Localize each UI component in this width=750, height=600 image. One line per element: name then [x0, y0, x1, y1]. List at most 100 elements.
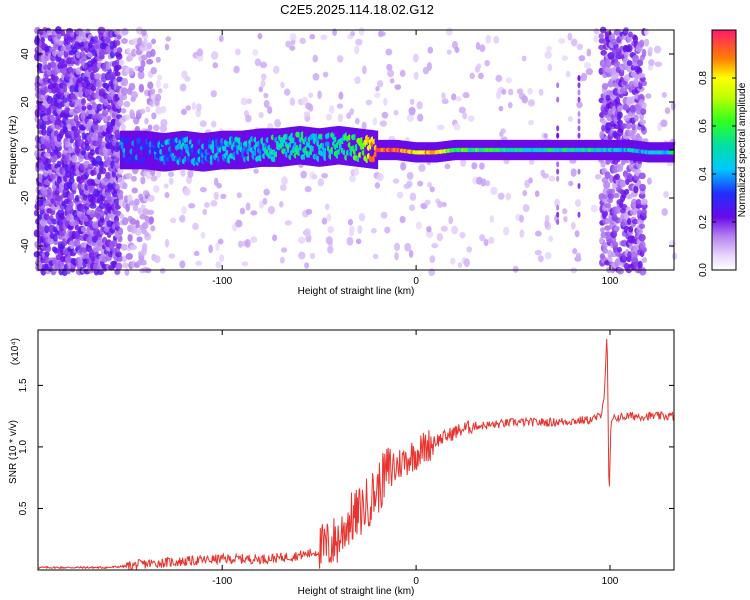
spectrogram-speckle — [512, 265, 519, 273]
spectrogram-speckle — [216, 182, 222, 189]
spectrogram-speckle — [621, 218, 628, 228]
spectrogram-speckle — [125, 172, 133, 180]
spectrogram-speckle — [263, 92, 269, 99]
spectrogram-speckle — [406, 171, 414, 180]
spectrogram-speckle — [623, 114, 631, 122]
snr-panel: -100 0 100 0.5 1.0 1.5 Height of straight li… — [8, 329, 675, 597]
spectrogram-speckle — [396, 191, 404, 199]
spectrogram-speckle — [134, 228, 142, 236]
spectrogram-speckle — [484, 59, 490, 67]
spectrogram-speckle — [462, 92, 470, 99]
spectrogram-speckle — [43, 212, 50, 221]
spectrogram-speckle — [120, 38, 128, 45]
spectrogram-speckle — [106, 104, 112, 110]
spectrogram-speckle — [620, 239, 628, 247]
spectrogram-speckle — [254, 58, 262, 67]
spectrogram-speckle — [67, 192, 75, 201]
spectrogram-speckle — [616, 119, 623, 126]
colorbar-gradient — [712, 30, 736, 270]
spectrogram-speckle — [40, 123, 47, 130]
spectrogram-speckle — [634, 102, 643, 111]
spectrogram-speckle — [56, 151, 62, 159]
spectrogram-speckle — [123, 100, 131, 108]
spectrogram-speckle — [42, 169, 50, 177]
spectrogram-speckle — [308, 92, 314, 99]
spectrogram-speckle — [441, 201, 447, 208]
spectrogram-speckle — [191, 101, 197, 111]
spectrogram-speckle — [586, 48, 592, 57]
spectrogram-speckle — [607, 193, 615, 200]
spectrogram-speckle — [144, 231, 150, 238]
spectrogram-speckle — [64, 140, 72, 148]
spectrogram-speckle — [192, 222, 199, 231]
spectrogram-speckle — [577, 132, 581, 139]
spectrogram-x-tick-label: 100 — [602, 276, 619, 287]
spectrogram-speckle — [68, 147, 75, 153]
spectrogram-speckle — [289, 45, 296, 51]
spectrogram-speckle — [73, 114, 79, 123]
spectrogram-speckle — [455, 96, 462, 102]
spectrogram-speckle — [112, 238, 118, 247]
snr-y-tick-label: 0.5 — [18, 501, 29, 515]
spectrogram-speckle — [62, 124, 68, 133]
spectrogram-speckle — [80, 242, 88, 248]
spectrogram-speckle — [661, 208, 668, 216]
spectrogram-speckle — [544, 51, 552, 59]
spectrogram-speckle — [279, 256, 285, 264]
spectrogram-speckle — [253, 168, 259, 174]
spectrogram-speckle — [519, 214, 524, 223]
spectrogram-speckle — [155, 79, 161, 89]
spectrogram-speckle — [117, 193, 124, 201]
spectrogram-speckle — [505, 77, 512, 84]
spectrogram-speckle — [321, 172, 328, 179]
spectrogram-speckle — [34, 35, 40, 44]
spectrogram-speckle — [556, 168, 560, 175]
spectrogram-speckle — [153, 185, 160, 193]
spectrogram-speckle — [238, 240, 244, 248]
spectrogram-speckle — [95, 79, 103, 89]
spectrogram-speckle — [626, 60, 633, 67]
spectrogram-speckle — [619, 179, 627, 188]
spectrogram-speckle — [577, 183, 581, 189]
spectrogram-speckle — [244, 238, 251, 248]
spectrogram-speckle — [179, 214, 186, 223]
spectrogram-speckle — [71, 154, 78, 164]
spectrogram-speckle — [480, 178, 487, 187]
spectrogram-speckle — [355, 238, 362, 245]
spectrogram-speckle — [602, 187, 608, 196]
colorbar-frame — [711, 29, 737, 271]
spectrogram-speckle — [320, 34, 328, 40]
spectrogram-speckle — [563, 216, 568, 223]
spectrogram-speckle — [41, 128, 47, 136]
spectrogram-speckle — [522, 204, 530, 213]
spectrogram-speckle — [577, 125, 581, 132]
spectrogram-speckle — [147, 124, 153, 131]
snr-scale-label: (x10⁴) — [10, 338, 21, 365]
spectrogram-speckle — [150, 92, 157, 102]
spectrogram-speckle — [394, 242, 401, 252]
spectrogram-speckle — [33, 229, 41, 238]
spectrogram-speckle — [119, 213, 125, 220]
snr-x-axis: -100 0 100 — [212, 330, 619, 587]
spectrogram-speckle — [101, 109, 109, 117]
spectrogram-speckle — [605, 94, 611, 101]
spectrogram-speckle — [93, 35, 99, 44]
spectrogram-speckle — [46, 245, 52, 253]
spectrogram-speckle — [601, 193, 609, 200]
spectrogram-speckle — [148, 216, 155, 225]
spectrogram-speckle — [639, 240, 646, 250]
spectrogram-speckle — [640, 107, 647, 116]
spectrogram-speckle — [129, 218, 137, 226]
spectrogram-speckle — [638, 172, 646, 180]
spectrogram-speckle — [454, 46, 460, 53]
spectrogram-speckle — [199, 120, 207, 128]
spectrogram-speckle — [507, 88, 514, 96]
spectrogram-speckle — [250, 236, 258, 243]
spectrogram-speckle — [389, 78, 395, 84]
spectrogram-speckle — [114, 183, 121, 190]
spectrogram-speckle — [457, 262, 463, 269]
spectrogram-speckle — [417, 180, 424, 187]
spectrogram-speckle — [114, 64, 122, 71]
spectrogram-speckle — [632, 34, 639, 44]
spectrogram-speckle — [629, 104, 637, 113]
